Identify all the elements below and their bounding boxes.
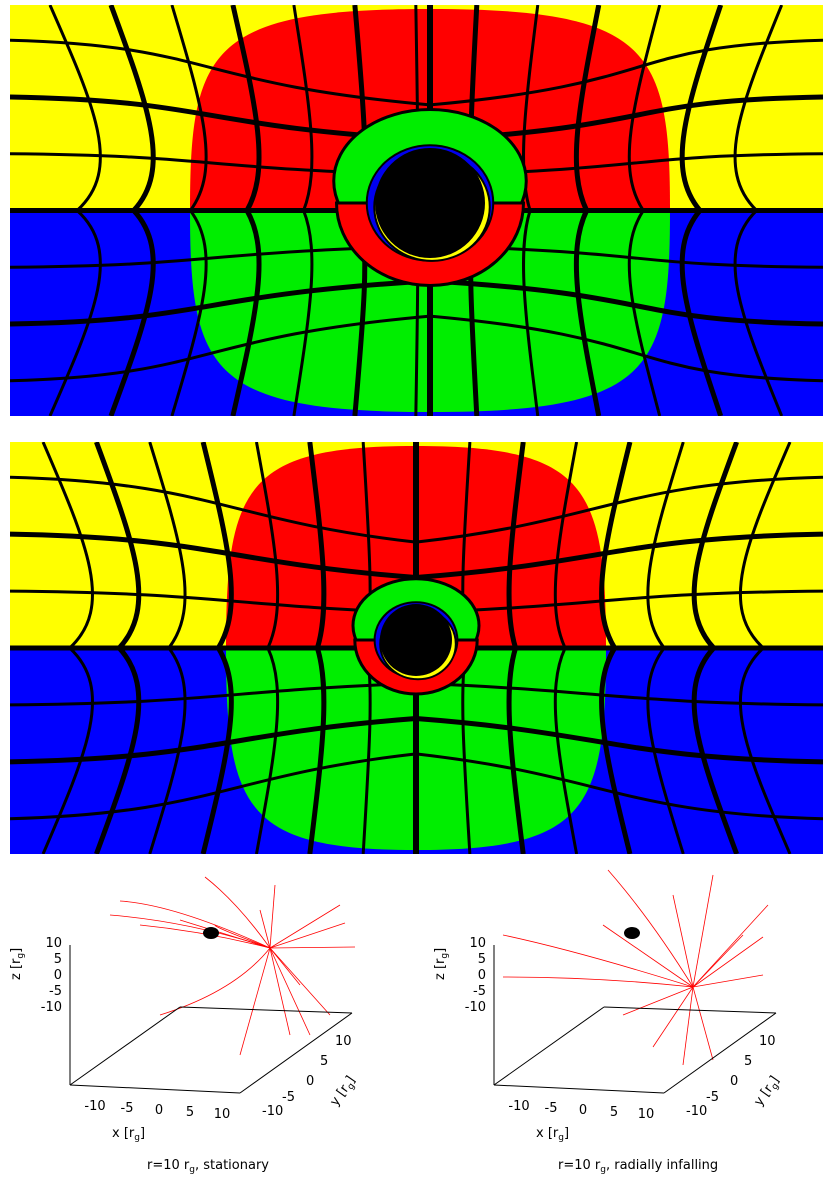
z-tick: -10 [41,1000,62,1015]
light-ray [159,947,271,1016]
light-ray [602,924,694,988]
light-ray [692,934,744,988]
y-tick: -10 [262,1104,283,1119]
light-ray [239,947,271,1056]
light-ray [259,909,271,949]
black-hole-shadow [375,148,485,258]
light-ray [682,986,694,1066]
y-tick: 0 [306,1074,314,1089]
axis-frame [69,945,353,1094]
ray-bundle [109,876,356,1056]
ray-plot-svg: 10 5 0 -5 -10 z [rg] -10 -5 0 5 10 x [rg… [9,876,360,1143]
lensing-image [10,5,823,416]
x-tick-labels: -10 -5 0 5 10 [84,1099,230,1122]
x-axis-label: x [rg] [112,1126,145,1143]
light-ray [502,976,694,988]
z-tick: 10 [469,936,486,951]
light-ray [692,974,764,988]
y-axis-label: y [rg] [751,1073,784,1110]
plot-caption: r=10 rg, stationary [147,1158,269,1175]
z-tick-labels: 10 5 0 -5 -10 [41,936,62,1015]
light-ray [269,946,356,949]
y-tick: 10 [759,1034,776,1049]
light-ray [607,869,694,988]
y-tick: 10 [335,1034,352,1049]
light-ray [269,904,341,949]
light-ray [269,947,331,1016]
z-tick: 0 [478,968,486,983]
x-tick: 5 [610,1105,618,1120]
y-tick: 0 [730,1074,738,1089]
light-ray [622,986,694,1016]
y-tick: 5 [320,1054,328,1069]
y-axis-label: y [rg] [327,1073,360,1110]
x-tick: 5 [186,1105,194,1120]
y-tick-labels: -10 -5 0 5 10 [686,1034,776,1119]
light-ray [692,986,714,1061]
z-tick: -5 [49,984,62,999]
coordinate-grid [10,442,823,854]
y-tick: -5 [282,1090,295,1105]
light-ray [119,900,271,949]
light-ray [502,934,694,988]
x-tick: 10 [214,1107,231,1122]
lensing-view-infalling [10,442,823,854]
x-tick: 10 [638,1107,655,1122]
x-axis-label: x [rg] [536,1126,569,1143]
black-hole-marker [624,927,640,939]
z-tick: 5 [478,952,486,967]
light-ray [269,884,276,949]
z-tick: 5 [54,952,62,967]
x-tick: 0 [155,1103,163,1118]
plot-caption: r=10 rg, radially infalling [558,1158,719,1175]
black-hole-marker [203,927,219,939]
light-ray [214,924,271,949]
ray-bundle [502,869,769,1066]
light-ray [179,919,271,949]
light-ray [692,936,764,988]
z-axis-label: z [rg] [9,948,26,980]
axis-frame [493,945,777,1094]
z-tick: 10 [45,936,62,951]
x-tick: -5 [545,1101,558,1116]
x-tick: 0 [579,1103,587,1118]
light-ray [269,947,291,1036]
light-ray [204,876,271,949]
light-ray [672,894,694,988]
x-tick: -5 [121,1101,134,1116]
x-tick-labels: -10 -5 0 5 10 [508,1099,654,1122]
y-tick: -5 [706,1090,719,1105]
black-hole-shadow [380,604,452,676]
x-tick: -10 [508,1099,529,1114]
z-tick-labels: 10 5 0 -5 -10 [465,936,486,1015]
lensing-image [10,442,823,854]
ray-plot-stationary: 10 5 0 -5 -10 z [rg] -10 -5 0 5 10 x [rg… [0,865,413,1184]
light-ray [692,874,714,988]
y-tick-labels: -10 -5 0 5 10 [262,1034,352,1119]
z-tick: -5 [473,984,486,999]
light-ray [269,947,301,986]
y-tick: -10 [686,1104,707,1119]
lensing-view-stationary [10,5,823,416]
ray-plot-infalling: 10 5 0 -5 -10 z [rg] -10 -5 0 5 10 x [rg… [413,865,826,1184]
light-ray [269,922,346,949]
y-tick: 5 [744,1054,752,1069]
z-axis-label: z [rg] [433,948,450,980]
z-tick: 0 [54,968,62,983]
ray-plot-svg: 10 5 0 -5 -10 z [rg] -10 -5 0 5 10 x [rg… [433,869,784,1143]
light-ray [692,904,769,988]
light-ray [269,947,311,1036]
x-tick: -10 [84,1099,105,1114]
light-ray [652,986,694,1048]
z-tick: -10 [465,1000,486,1015]
